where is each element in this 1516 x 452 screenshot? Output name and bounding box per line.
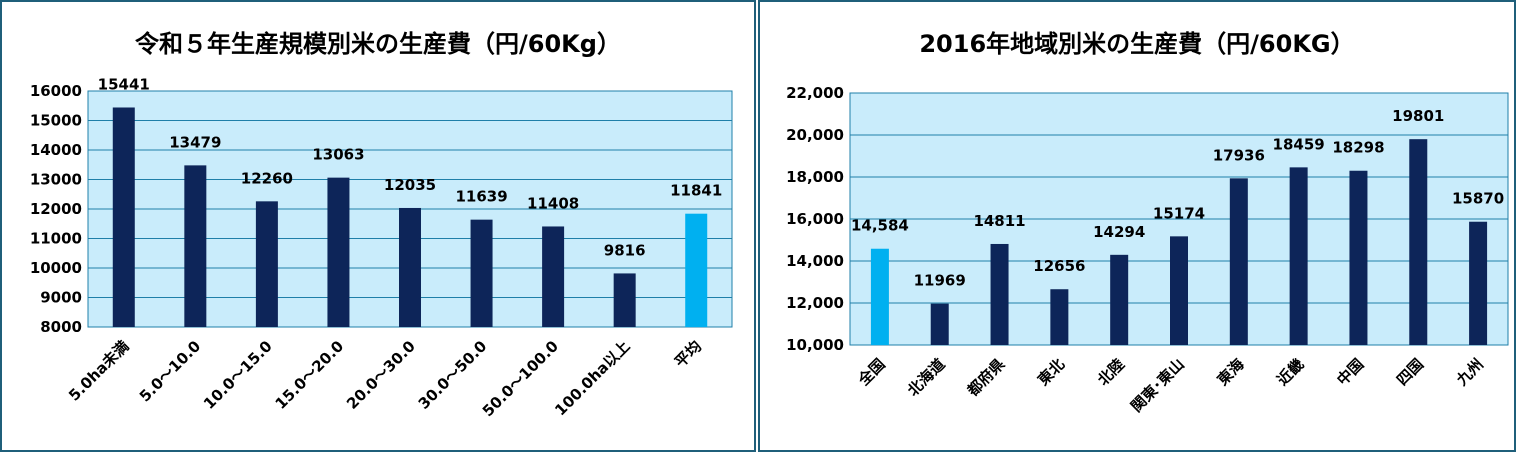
y-tick-label: 16,000 [786,210,844,228]
data-label: 19801 [1392,107,1444,125]
bar-series [1229,178,1248,345]
y-tick-label: 20,000 [786,126,844,144]
y-tick-label: 12,000 [786,294,844,312]
bar-highlight [685,213,708,327]
data-label: 15870 [1452,190,1504,208]
x-category-label: 近畿 [1274,355,1308,389]
bar-series [112,107,135,327]
data-label: 18298 [1332,139,1384,157]
data-label: 12260 [241,169,293,187]
y-tick-label: 18,000 [786,168,844,186]
data-label: 13479 [169,133,221,151]
bar-series [255,201,278,327]
bar-series [1349,170,1368,345]
data-label: 17936 [1213,146,1265,164]
bar-series [1170,236,1188,345]
y-tick-label: 13000 [30,171,82,189]
data-label: 14294 [1093,223,1145,241]
x-category-label: 5.0～10.0 [136,337,204,405]
chart-title: 2016年地域別米の生産費（円/60KG） [919,30,1355,58]
bar-series [327,177,350,327]
y-tick-label: 14,000 [786,252,844,270]
data-label: 14,584 [851,217,909,235]
y-tick-label: 15000 [30,112,82,130]
x-category-label: 都府県 [963,355,1008,400]
y-tick-label: 9000 [40,289,82,307]
chart-panel-production-scale: 令和５年生産規模別米の生産費（円/60Kg） 8000 9000 10000 1100… [0,0,756,452]
data-label: 14811 [973,212,1025,230]
x-category-label: 四国 [1393,355,1427,389]
bar-series [470,219,493,327]
y-tick-label: 10,000 [786,336,844,354]
y-tick-label: 16000 [30,82,82,100]
x-category-label: 中国 [1333,355,1367,389]
data-label: 9816 [604,241,646,259]
x-category-label: 全国 [854,355,889,390]
data-label: 11969 [914,272,966,290]
x-category-label: 50.0～100.0 [479,337,562,420]
x-category-label: 5.0ha未満 [65,337,132,404]
data-label: 12035 [384,176,436,194]
y-tick-label: 11000 [30,230,82,248]
bar-series [1289,167,1308,345]
bar-series [184,165,207,327]
bar-chart-production-scale: 8000 9000 10000 11000 12000 13000 14000 15000 16… [30,75,733,420]
x-category-label: 北陸 [1094,355,1128,389]
data-label: 13063 [312,146,364,164]
bar-highlight [870,248,889,345]
bar-series [1050,289,1069,345]
x-category-label: 平均 [671,337,705,371]
data-label: 11841 [670,182,722,200]
data-label: 12656 [1033,257,1085,275]
x-category-label: 15.0～20.0 [272,337,348,413]
x-category-label: 東北 [1034,355,1068,389]
data-label: 15174 [1153,204,1205,222]
x-category-label: 関東･東山 [1127,355,1187,415]
chart-title: 令和５年生産規模別米の生産費（円/60Kg） [135,30,621,58]
x-category-label: 東海 [1214,355,1248,389]
x-category-label: 20.0～30.0 [343,337,419,413]
bar-series [990,243,1009,345]
data-label: 11639 [455,188,507,206]
x-category-label: 九州 [1452,355,1487,390]
bar-series [1469,221,1488,345]
bar-series [613,273,636,327]
y-tick-label: 8000 [40,318,82,336]
y-tick-label: 14000 [30,141,82,159]
data-label: 18459 [1273,135,1325,153]
bar-series [1110,254,1129,345]
data-label: 11408 [527,194,579,212]
x-category-label: 30.0～50.0 [415,337,491,413]
data-label: 15441 [98,75,150,93]
bar-series [930,303,949,345]
bar-series [1409,139,1428,345]
x-category-label: 北海道 [904,355,949,400]
y-tick-label: 10000 [30,259,82,277]
y-tick-label: 22,000 [786,84,844,102]
y-tick-label: 12000 [30,200,82,218]
bar-series [399,207,421,327]
chart-panel-regional: 2016年地域別米の生産費（円/60KG） 10,000 12,000 14,000… [758,0,1516,452]
x-category-label: 10.0～15.0 [200,337,276,413]
bar-series [542,226,565,327]
bar-chart-regional: 10,000 12,000 14,000 16,000 18,000 20,000 22,0… [786,84,1509,416]
x-category-label: 100.0ha以上 [551,337,633,419]
